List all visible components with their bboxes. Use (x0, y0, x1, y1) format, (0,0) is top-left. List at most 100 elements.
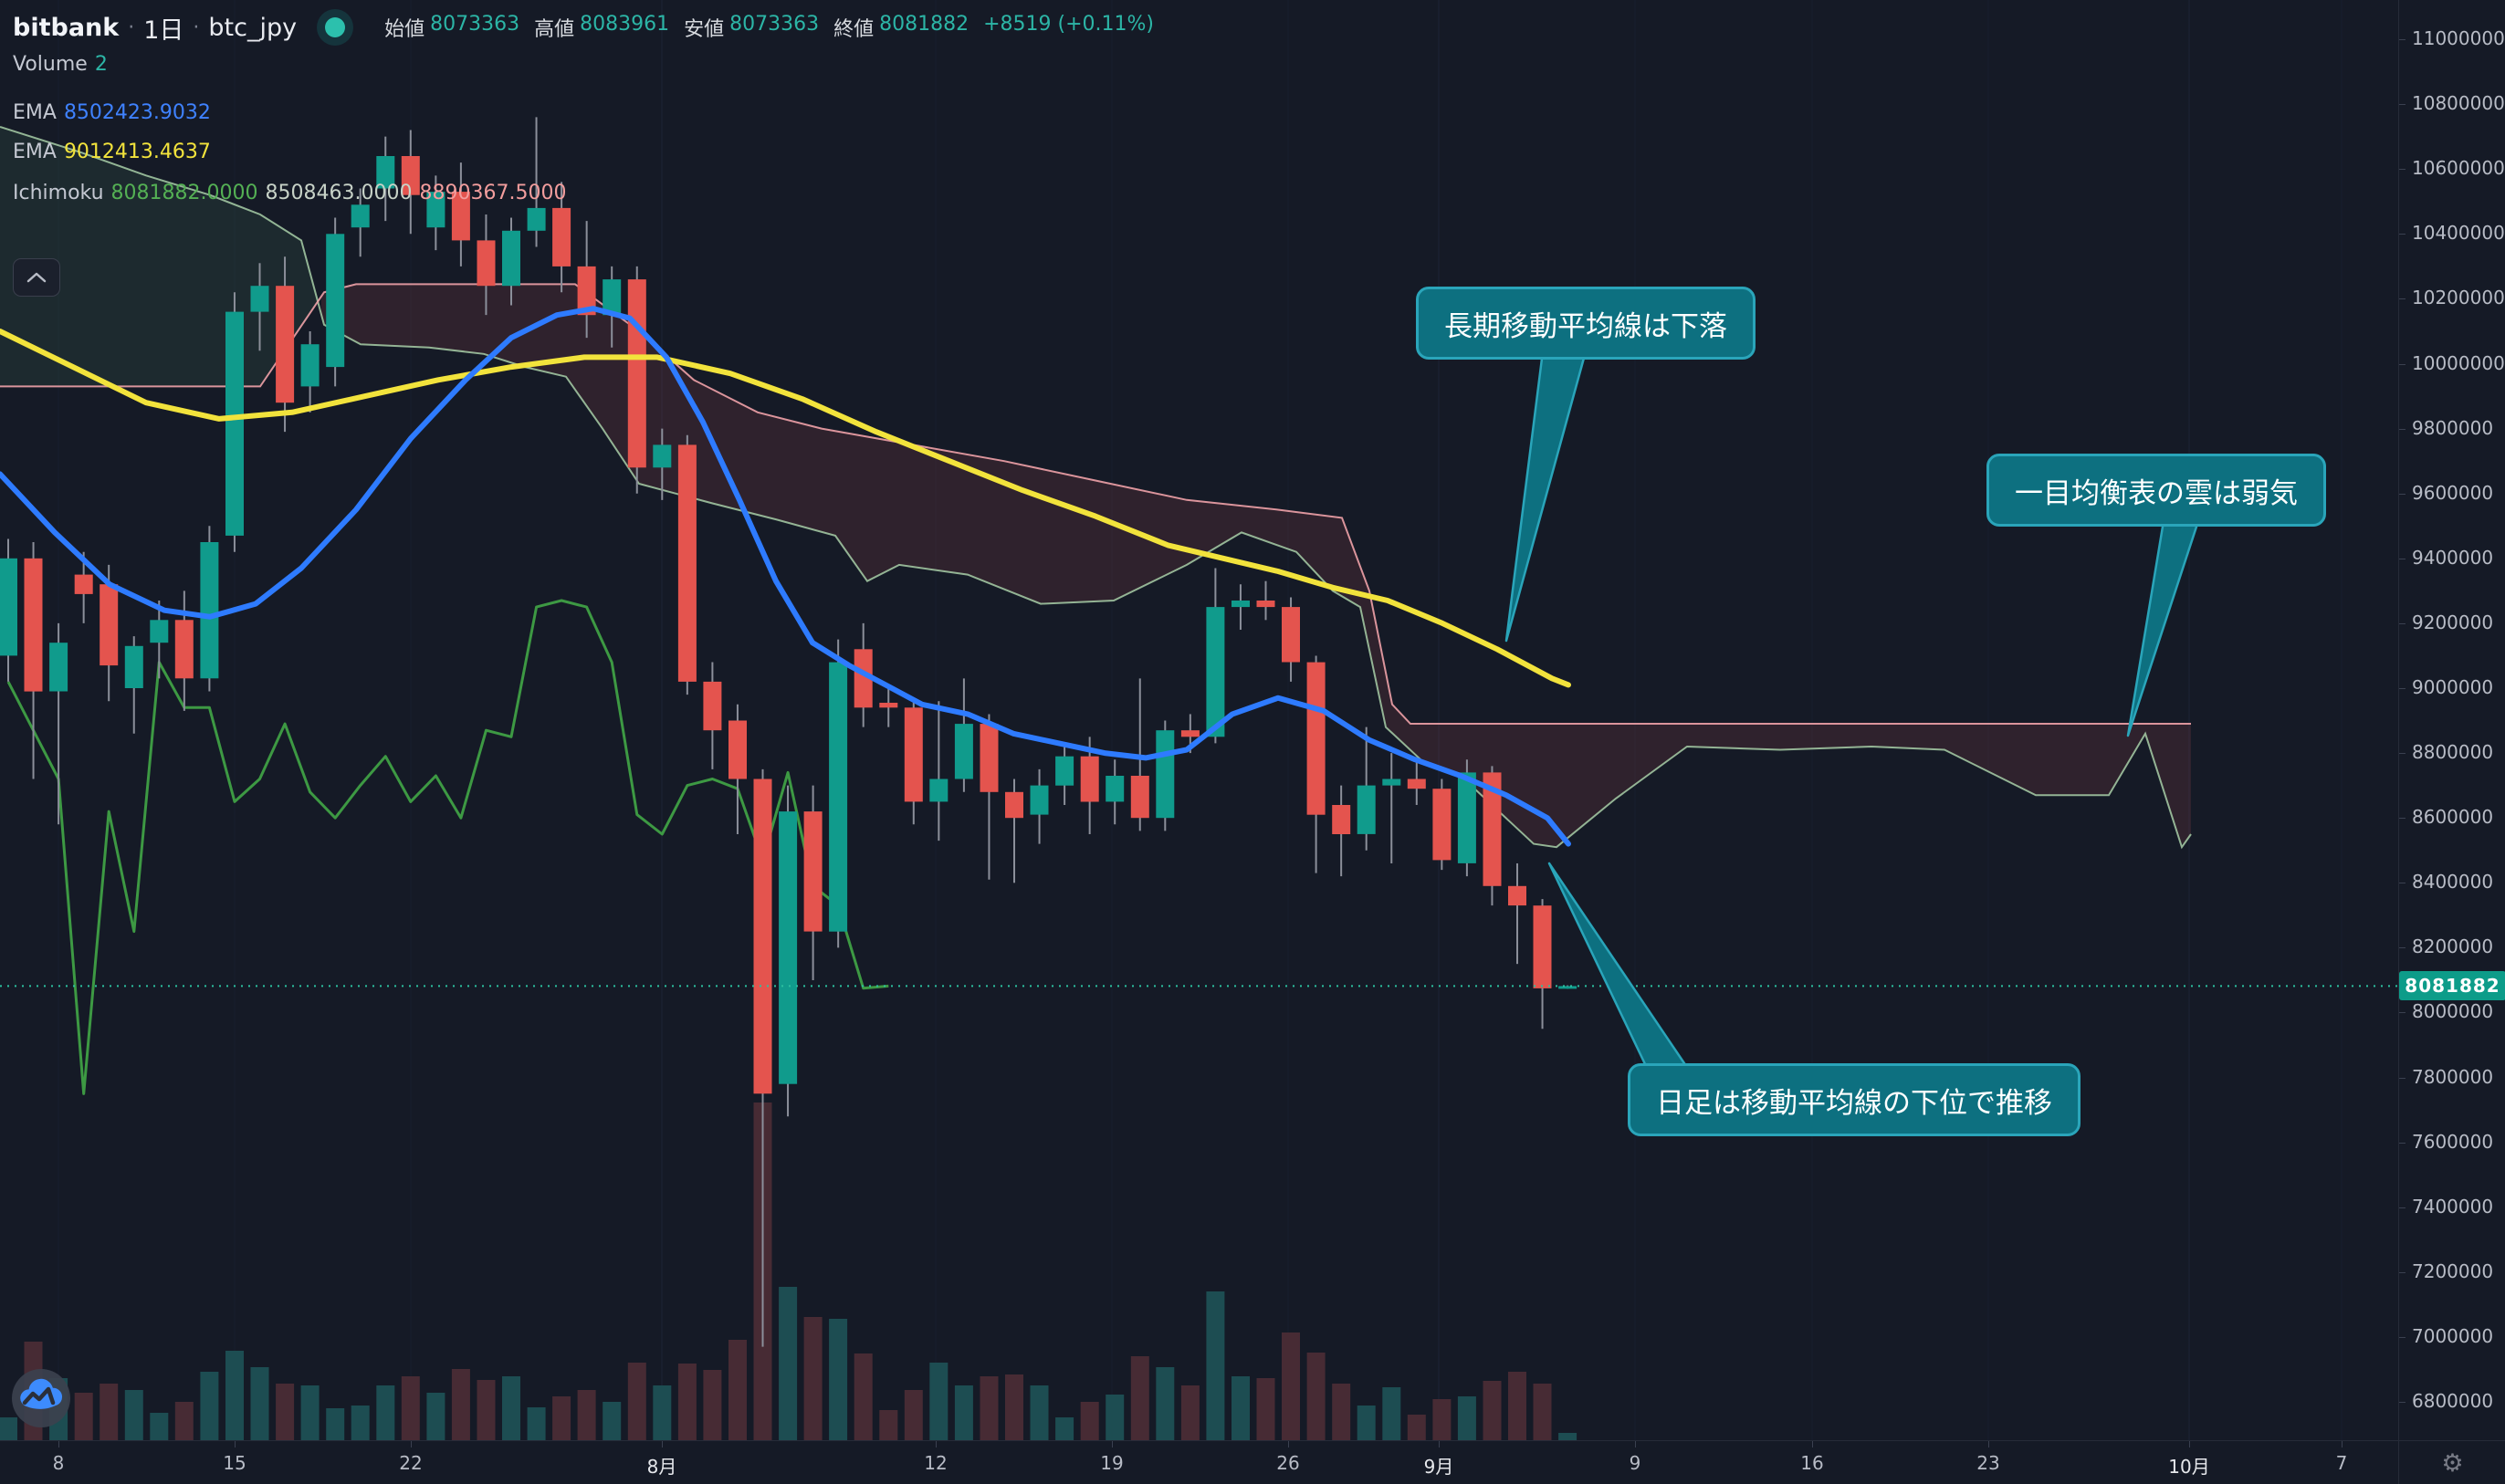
price-tick-label: 9000000 (2412, 675, 2494, 698)
tradingview-logo-icon[interactable] (11, 1368, 71, 1428)
time-tick-mark (2342, 1441, 2343, 1447)
symbol-name[interactable]: btc_jpy (208, 13, 298, 42)
volume-bar (451, 1369, 470, 1440)
price-tick-mark (2399, 753, 2405, 755)
candle-body (627, 279, 646, 468)
time-tick-label: 19 (1100, 1452, 1124, 1474)
candle-body (1282, 607, 1300, 663)
price-tick-label: 8200000 (2412, 935, 2494, 958)
volume-bar (954, 1385, 973, 1440)
candle-body (803, 811, 823, 932)
legend-row-ema-slow[interactable]: EMA 9012413.4637 (13, 141, 211, 163)
volume-bar (502, 1376, 520, 1440)
axis-corner: ⚙ (2398, 1440, 2505, 1484)
volume-bar (980, 1376, 999, 1440)
candle-body (477, 240, 496, 287)
candle-body (502, 230, 520, 287)
price-tick-mark (2399, 1077, 2405, 1079)
legend-row-volume[interactable]: Volume 2 (13, 53, 108, 76)
open-value: 8073363 (430, 13, 520, 36)
time-axis[interactable]: 8 15 22 8月 12 19 26 9月 9 16 23 10月 7 (0, 1440, 2505, 1484)
legend-row-ichimoku[interactable]: Ichimoku 8081882.0000 8508463.0000 88903… (13, 182, 566, 204)
price-tick-label: 6800000 (2412, 1390, 2494, 1413)
candle-body (0, 558, 17, 656)
ichimoku-label: Ichimoku (13, 182, 104, 204)
price-tick-label: 7400000 (2412, 1195, 2494, 1218)
price-tick-mark (2399, 947, 2405, 949)
time-tick-label: 22 (399, 1452, 423, 1474)
ema-slow-label: EMA (13, 141, 57, 163)
candle-body (677, 444, 697, 682)
collapse-legend-button[interactable] (13, 258, 60, 297)
ichimoku-senkou-a-value: 8508463.0000 (265, 182, 413, 204)
volume-bar (779, 1287, 798, 1440)
candle-body (225, 311, 244, 536)
price-tick-label: 8400000 (2412, 871, 2494, 894)
volume-bar (1282, 1332, 1300, 1440)
ichimoku-cloud-bearish (321, 284, 2191, 847)
volume-bar (1382, 1387, 1401, 1440)
callout-daily-below-ma[interactable]: 日足は移動平均線の下位で推移 (1628, 1063, 2081, 1136)
callout-ichimoku-cloud-bearish[interactable]: 一目均衡表の雲は弱気 (1986, 454, 2326, 527)
price-tick-label: 9200000 (2412, 611, 2494, 633)
time-tick-label: 9月 (1423, 1456, 1454, 1478)
ema-fast-label: EMA (13, 101, 57, 124)
close-label: 終値 (833, 18, 875, 41)
volume-bar (703, 1370, 722, 1440)
price-tick-mark (2399, 1012, 2405, 1014)
price-axis[interactable]: 8081882 11200000110000001080000010600000… (2398, 0, 2505, 1440)
volume-bar (728, 1340, 747, 1440)
candle-body (954, 724, 973, 779)
price-tick-mark (2399, 1142, 2405, 1144)
time-tick-mark (1988, 1441, 1989, 1447)
exchange-name[interactable]: bitbank (13, 13, 120, 42)
candle-body (1457, 772, 1476, 863)
volume-bar (1180, 1385, 1200, 1440)
volume-bar (200, 1372, 219, 1440)
volume-bar (1483, 1381, 1502, 1440)
price-tick-label: 8800000 (2412, 741, 2494, 764)
volume-bar (74, 1393, 93, 1440)
candle-body (854, 649, 873, 708)
time-tick-mark (58, 1441, 59, 1447)
volume-bar (1156, 1367, 1175, 1440)
settings-gear-icon[interactable]: ⚙ (2441, 1448, 2464, 1478)
time-tick-label: 16 (1800, 1452, 1824, 1474)
symbol-header: bitbank · 1日 · btc_jpy 始値 8073363 高値 808… (13, 9, 1154, 46)
volume-bar (477, 1380, 496, 1440)
price-tick-mark (2399, 104, 2405, 106)
candle-body (1558, 986, 1577, 989)
volume-bar (174, 1402, 194, 1440)
interval-label[interactable]: 1日 (143, 16, 184, 45)
candle-body (326, 234, 345, 368)
candle-body (1156, 730, 1175, 819)
volume-bar (1030, 1385, 1049, 1440)
candle-body (401, 156, 420, 195)
legend-row-ema-fast[interactable]: EMA 8502423.9032 (13, 101, 211, 124)
volume-bar (1558, 1433, 1577, 1440)
volume-bar (803, 1317, 823, 1440)
ema-slow-value: 9012413.4637 (63, 141, 211, 163)
candle-body (653, 444, 672, 468)
candle-body (250, 286, 269, 312)
candle-body (1533, 905, 1552, 988)
time-tick-mark (1635, 1441, 1636, 1447)
time-tick-label: 26 (1276, 1452, 1300, 1474)
market-status-icon[interactable] (317, 9, 354, 46)
time-tick-mark (1439, 1441, 1440, 1447)
ohlc-readout: 始値 8073363 高値 8083961 安値 8073363 終値 8081… (384, 13, 1154, 42)
callout-long-ma-falling[interactable]: 長期移動平均線は下落 (1416, 287, 1756, 360)
volume-bar (1055, 1417, 1074, 1440)
candle-body (703, 681, 722, 731)
volume-bar (326, 1408, 345, 1440)
time-tick-mark (662, 1441, 663, 1447)
volume-bar (300, 1385, 320, 1440)
candle-body (1332, 805, 1351, 834)
separator-dot: · (128, 16, 135, 39)
candle-body (376, 156, 395, 189)
price-tick-mark (2399, 39, 2405, 40)
volume-bar (552, 1396, 571, 1440)
time-tick-label: 9 (1629, 1452, 1641, 1474)
